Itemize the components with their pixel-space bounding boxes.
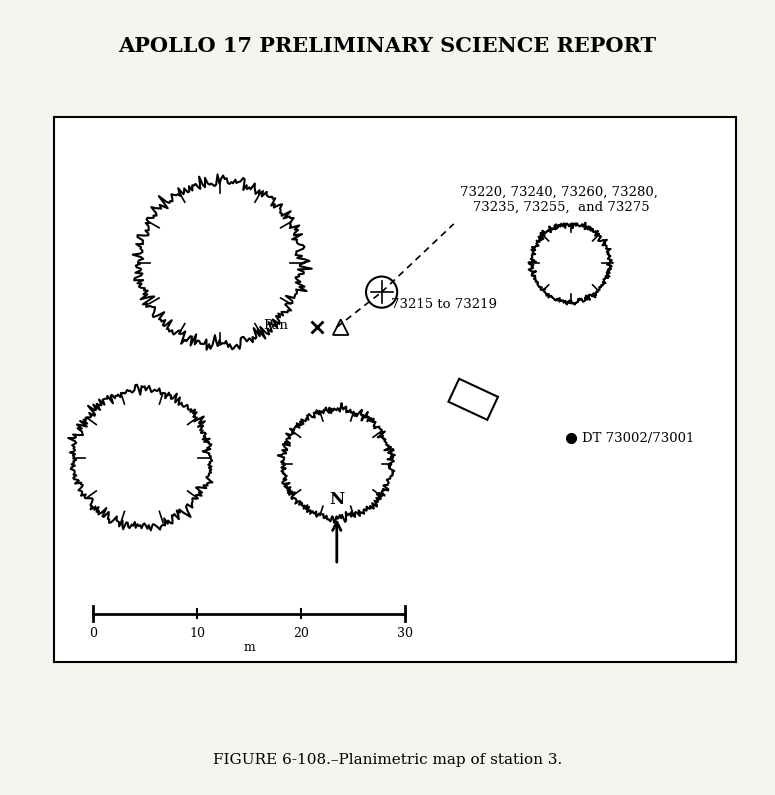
Text: m: m — [243, 641, 255, 654]
Text: Pan: Pan — [264, 319, 288, 332]
Text: 10: 10 — [189, 627, 205, 640]
Text: APOLLO 17 PRELIMINARY SCIENCE REPORT: APOLLO 17 PRELIMINARY SCIENCE REPORT — [119, 36, 656, 56]
Text: 73215 to 73219: 73215 to 73219 — [391, 298, 498, 311]
Text: FIGURE 6-108.–Planimetric map of station 3.: FIGURE 6-108.–Planimetric map of station… — [213, 753, 562, 767]
Text: DT 73002/73001: DT 73002/73001 — [582, 432, 694, 444]
Text: 0: 0 — [89, 627, 97, 640]
Text: 73220, 73240, 73260, 73280,
   73235, 73255,  and 73275: 73220, 73240, 73260, 73280, 73235, 73255… — [460, 186, 657, 214]
Text: 20: 20 — [293, 627, 309, 640]
Text: N: N — [329, 491, 344, 509]
Text: 30: 30 — [397, 627, 413, 640]
